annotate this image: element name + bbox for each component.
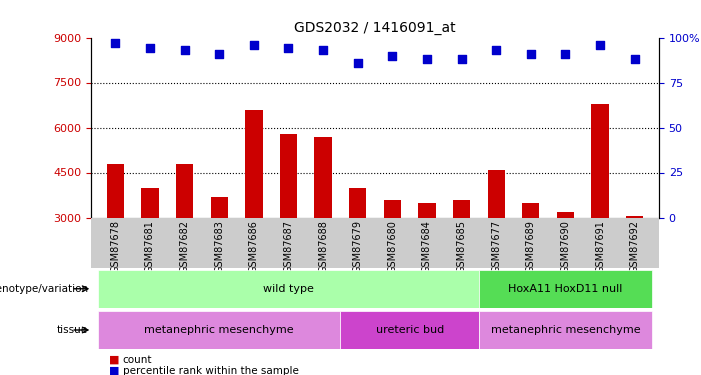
Point — [179, 47, 190, 53]
Text: ureteric bud: ureteric bud — [376, 325, 444, 335]
Text: wild type: wild type — [263, 284, 314, 294]
Text: percentile rank within the sample: percentile rank within the sample — [123, 366, 299, 375]
Text: GSM87682: GSM87682 — [179, 220, 189, 273]
Bar — [210, 196, 228, 217]
Bar — [98, 270, 479, 308]
Bar — [626, 216, 644, 217]
Bar — [453, 200, 470, 217]
Bar — [383, 200, 401, 217]
Bar — [107, 164, 124, 218]
Bar — [142, 188, 158, 218]
Text: GSM87684: GSM87684 — [422, 220, 432, 273]
Text: GSM87690: GSM87690 — [561, 220, 571, 273]
Point — [421, 56, 433, 62]
Point — [248, 42, 259, 48]
Point — [144, 45, 156, 51]
Title: GDS2032 / 1416091_at: GDS2032 / 1416091_at — [294, 21, 456, 35]
Text: HoxA11 HoxD11 null: HoxA11 HoxD11 null — [508, 284, 622, 294]
Bar — [479, 311, 652, 349]
Text: GSM87683: GSM87683 — [215, 220, 224, 273]
Point — [594, 42, 606, 48]
Text: metanephric mesenchyme: metanephric mesenchyme — [144, 325, 294, 335]
Text: genotype/variation: genotype/variation — [0, 284, 88, 294]
Text: GSM87680: GSM87680 — [388, 220, 397, 273]
Point — [491, 47, 502, 53]
Text: GSM87691: GSM87691 — [595, 220, 605, 273]
Text: GSM87677: GSM87677 — [491, 220, 501, 273]
Point — [387, 53, 398, 58]
Point — [560, 51, 571, 57]
Bar — [341, 311, 479, 349]
Text: GSM87687: GSM87687 — [283, 220, 294, 273]
Bar — [176, 164, 193, 218]
Point — [456, 56, 467, 62]
Bar — [418, 202, 435, 217]
Point — [214, 51, 225, 57]
Bar — [557, 211, 574, 217]
Text: GSM87688: GSM87688 — [318, 220, 328, 273]
Text: metanephric mesenchyme: metanephric mesenchyme — [491, 325, 640, 335]
Bar — [98, 311, 341, 349]
Point — [318, 47, 329, 53]
Bar — [479, 270, 652, 308]
Bar — [245, 110, 262, 218]
Point — [352, 60, 363, 66]
Text: GSM87678: GSM87678 — [110, 220, 121, 273]
Text: GSM87681: GSM87681 — [145, 220, 155, 273]
Point — [525, 51, 536, 57]
Bar — [280, 134, 297, 218]
Point — [283, 45, 294, 51]
Point — [110, 40, 121, 46]
Bar — [488, 170, 505, 217]
Text: ■: ■ — [109, 355, 119, 365]
Text: ■: ■ — [109, 366, 119, 375]
Bar — [315, 136, 332, 218]
Text: GSM87692: GSM87692 — [629, 220, 640, 273]
Text: tissue: tissue — [57, 325, 88, 335]
Text: GSM87689: GSM87689 — [526, 220, 536, 273]
Point — [629, 56, 640, 62]
Bar — [349, 188, 367, 218]
Text: GSM87679: GSM87679 — [353, 220, 362, 273]
Text: GSM87686: GSM87686 — [249, 220, 259, 273]
Bar — [522, 202, 540, 217]
Text: count: count — [123, 355, 152, 365]
Bar — [592, 104, 608, 218]
Text: GSM87685: GSM87685 — [456, 220, 467, 273]
